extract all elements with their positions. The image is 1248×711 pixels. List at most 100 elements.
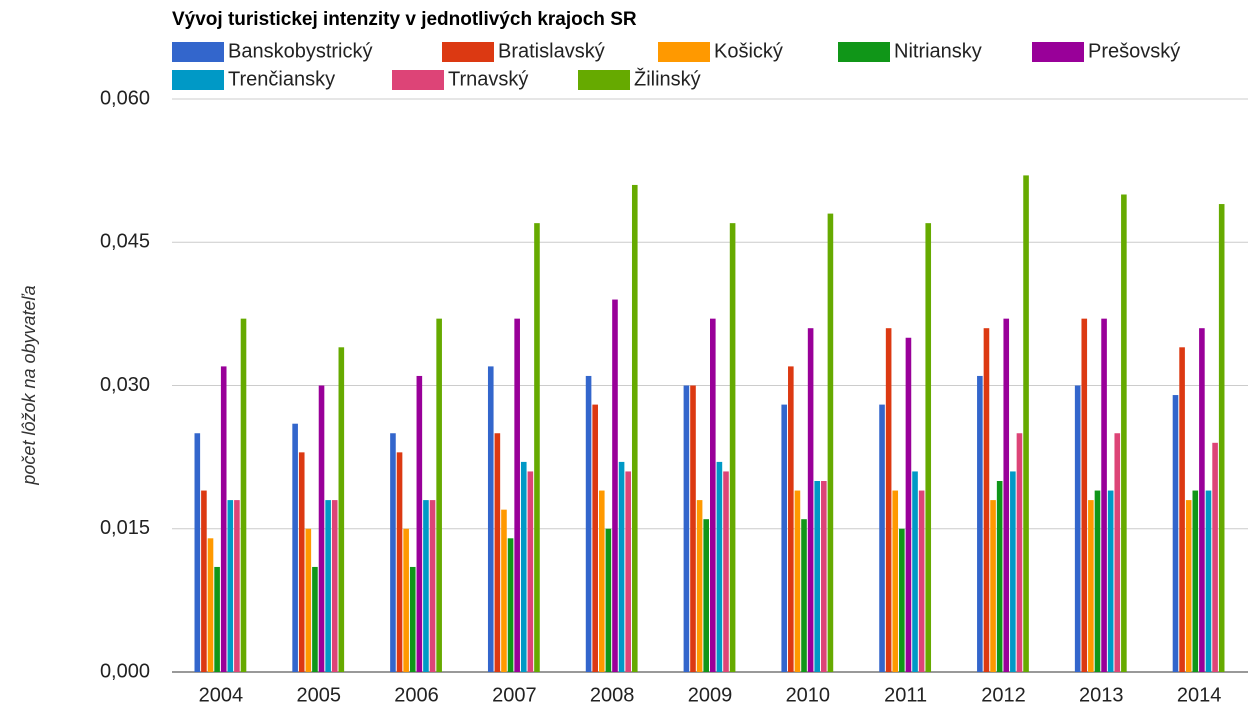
bar: [194, 433, 201, 672]
legend-swatch: [392, 70, 444, 90]
bar: [801, 519, 807, 672]
legend-label: Bratislavský: [498, 40, 605, 62]
bar: [207, 538, 214, 672]
bar: [807, 328, 814, 672]
x-tick-label: 2014: [1177, 684, 1222, 706]
bar: [416, 375, 423, 672]
bar: [403, 528, 409, 672]
legend-swatch: [1032, 42, 1084, 62]
legend-swatch: [658, 42, 710, 62]
bar: [409, 566, 416, 672]
legend-label: Trnavský: [448, 68, 528, 90]
bar: [605, 528, 612, 672]
bar: [318, 385, 325, 672]
bar: [396, 452, 403, 672]
bar: [227, 500, 234, 672]
bar: [892, 490, 899, 672]
x-tick-label: 2010: [786, 684, 831, 706]
bar: [925, 223, 932, 672]
bar: [312, 566, 318, 672]
bar: [338, 347, 345, 672]
bar: [1101, 318, 1107, 672]
bar: [821, 481, 827, 672]
x-tick-label: 2008: [590, 684, 635, 706]
x-tick-label: 2005: [296, 684, 341, 706]
bar: [1016, 433, 1023, 672]
legend-swatch: [442, 42, 494, 62]
bar: [683, 385, 690, 672]
bar: [723, 471, 729, 672]
bar: [990, 500, 996, 672]
bar: [1107, 490, 1114, 672]
bar: [214, 566, 220, 672]
bar: [234, 500, 240, 672]
bar: [879, 404, 885, 672]
bar: [996, 481, 1003, 672]
bar: [1121, 194, 1127, 672]
bar: [690, 385, 696, 672]
bar: [1185, 500, 1192, 672]
bar: [703, 519, 709, 672]
bar: [325, 500, 331, 672]
bar: [585, 375, 592, 672]
x-tick-label: 2011: [884, 684, 927, 706]
bar: [710, 318, 716, 672]
bar: [977, 375, 983, 672]
bar: [423, 500, 429, 672]
bar: [298, 452, 305, 672]
bar: [534, 223, 540, 672]
x-tick-label: 2013: [1079, 684, 1124, 706]
x-tick-label: 2006: [394, 684, 439, 706]
bar: [520, 461, 527, 672]
bar: [814, 481, 821, 672]
bar: [429, 500, 436, 672]
bar: [983, 328, 990, 672]
y-tick-label: 0,030: [100, 374, 150, 396]
bar: [729, 223, 736, 672]
bar: [794, 490, 801, 672]
bar: [912, 471, 918, 672]
bar: [781, 404, 788, 672]
bar: [899, 528, 905, 672]
bar: [1088, 500, 1094, 672]
bar: [1074, 385, 1081, 672]
bar: [905, 337, 912, 672]
bar: [1199, 328, 1205, 672]
bar: [390, 433, 396, 672]
legend-label: Prešovský: [1088, 40, 1180, 62]
bar: [220, 366, 227, 672]
bar: [631, 184, 638, 672]
legend-swatch: [838, 42, 890, 62]
bar: [1094, 490, 1101, 672]
bar: [1218, 204, 1225, 673]
legend-label: Košický: [714, 40, 783, 62]
bar: [612, 299, 618, 672]
x-tick-label: 2004: [199, 684, 244, 706]
legend-swatch: [172, 70, 224, 90]
y-tick-label: 0,000: [100, 660, 150, 682]
bar: [696, 500, 703, 672]
bar: [501, 509, 507, 672]
bar: [1023, 175, 1029, 672]
legend-swatch: [578, 70, 630, 90]
bar: [1114, 433, 1121, 672]
bar: [240, 318, 247, 672]
bar: [331, 500, 338, 672]
bar: [625, 471, 631, 672]
bar: [292, 423, 298, 672]
bar: [885, 328, 892, 672]
bar: [592, 404, 598, 672]
y-tick-label: 0,015: [100, 517, 150, 539]
legend-label: Žilinský: [634, 67, 701, 90]
bar: [305, 528, 312, 672]
legend-swatch: [172, 42, 224, 62]
bar: [1081, 318, 1088, 672]
bar: [716, 461, 723, 672]
bar: [618, 461, 625, 672]
bar: [494, 433, 501, 672]
bar: [1010, 471, 1016, 672]
bar: [1179, 347, 1185, 672]
x-tick-label: 2012: [981, 684, 1026, 706]
bar: [527, 471, 534, 672]
